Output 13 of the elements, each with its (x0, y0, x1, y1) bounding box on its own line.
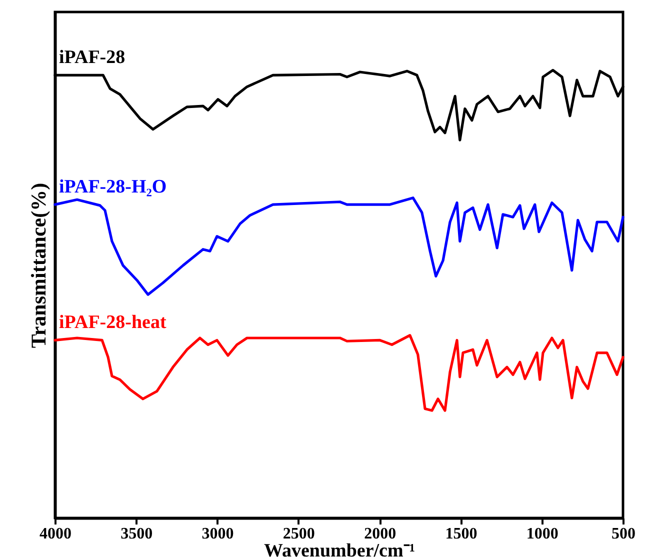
x-tick-label: 2500 (282, 526, 315, 542)
series-label: iPAF-28 (59, 47, 126, 68)
x-tick-label: 1500 (445, 526, 478, 542)
y-axis-title: Transmittance(%) (26, 182, 50, 348)
series-label: iPAF-28-H₂O (59, 176, 167, 198)
x-tick-label: 1000 (526, 526, 558, 542)
x-tick-label: 500 (612, 526, 636, 542)
x-tick-label: 4000 (40, 526, 72, 542)
x-axis-title: Wavenumber/cm⁻¹ (264, 540, 416, 559)
series-label: iPAF-28-heat (59, 312, 167, 334)
x-tick-label: 2000 (364, 526, 396, 542)
x-tick-label: 3000 (202, 526, 234, 542)
x-tick-label: 3500 (120, 526, 153, 542)
